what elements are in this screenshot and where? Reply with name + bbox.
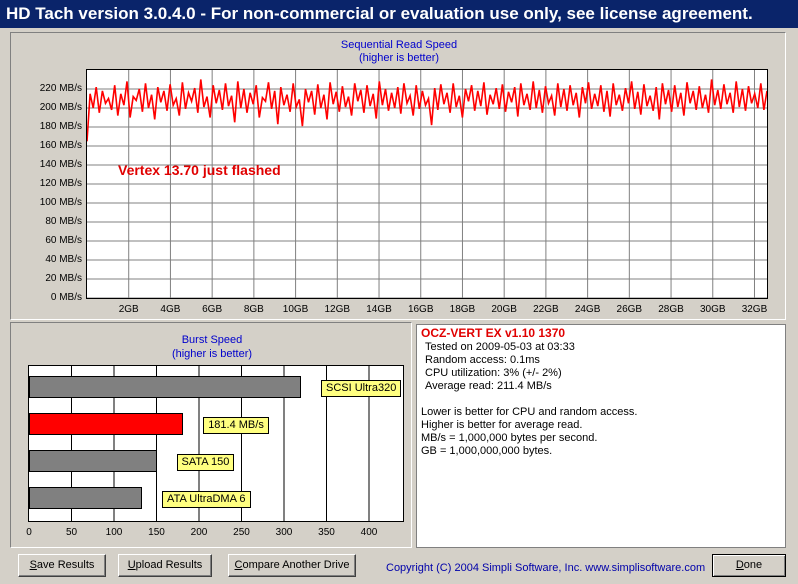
y-tick-label: 60 MB/s [45, 235, 82, 246]
y-tick-label: 140 MB/s [39, 159, 82, 170]
upload-results-button-label: pload Results [135, 559, 203, 571]
y-tick-label: 100 MB/s [39, 197, 82, 208]
read-speed-series-line [86, 79, 768, 142]
burst-x-tick-label: 100 [105, 527, 123, 538]
burst-x-tick-label: 300 [275, 527, 293, 538]
x-tick-label: 12GB [324, 304, 351, 315]
y-tick-label: 220 MB/s [39, 83, 82, 94]
save-results-button[interactable]: Save Results [18, 554, 106, 577]
y-tick-label: 80 MB/s [45, 216, 82, 227]
save-results-button-label: ave Results [36, 559, 95, 571]
y-tick-label: 180 MB/s [39, 121, 82, 132]
burst-bar [29, 413, 184, 435]
burst-bar-label: ATA UltraDMA 6 [162, 491, 251, 508]
upload-results-button[interactable]: Upload Results [118, 554, 212, 577]
compare-drive-button-accel: C [234, 559, 243, 571]
sequential-read-panel: Sequential Read Speed (higher is better) [10, 32, 786, 320]
save-results-button-accel: S [29, 559, 37, 571]
sequential-read-line-chart [86, 70, 768, 299]
sequential-chart-title: Sequential Read Speed [340, 39, 458, 51]
compare-drive-button-label: ompare Another Drive [242, 559, 350, 571]
x-tick-label: 26GB [616, 304, 643, 315]
burst-plot-area: SCSI Ultra320 181.4 MB/s SATA 150 ATA Ultra… [28, 365, 404, 522]
burst-chart-title: Burst Speed [181, 334, 243, 346]
x-tick-label: 24GB [574, 304, 601, 315]
note-line: GB = 1,000,000,000 bytes. [421, 445, 553, 457]
results-info-panel: OCZ-VERT EX v1.10 1370 Tested on 2009-05… [416, 324, 786, 548]
done-button-label: one [743, 559, 763, 571]
x-tick-label: 22GB [533, 304, 559, 315]
x-tick-label: 30GB [699, 304, 726, 315]
compare-drive-button[interactable]: Compare Another Drive [228, 554, 356, 577]
burst-x-tick-label: 50 [65, 527, 78, 538]
burst-x-tick-label: 400 [360, 527, 378, 538]
burst-speed-panel: Burst Speed (higher is better) [10, 322, 412, 548]
burst-bar [29, 376, 301, 398]
x-tick-label: 6GB [202, 304, 223, 315]
burst-chart-subtitle: (higher is better) [171, 348, 253, 360]
burst-x-tick-label: 200 [190, 527, 208, 538]
x-tick-label: 2GB [118, 304, 139, 315]
sequential-chart-subtitle: (higher is better) [358, 52, 440, 64]
burst-x-tick-label: 250 [233, 527, 250, 538]
y-tick-label: 200 MB/s [39, 102, 82, 113]
drive-name: OCZ-VERT EX v1.10 1370 [421, 326, 566, 340]
burst-bar-label: SATA 150 [176, 454, 235, 471]
note-line: MB/s = 1,000,000 bytes per second. [421, 432, 598, 444]
note-line: Lower is better for CPU and random acces… [421, 406, 638, 418]
burst-x-tick-label: 150 [148, 527, 165, 538]
x-tick-label: 18GB [449, 304, 476, 315]
burst-bar [29, 487, 143, 509]
x-tick-label: 8GB [243, 304, 264, 315]
done-button[interactable]: Done [712, 554, 786, 577]
y-tick-label: 120 MB/s [39, 178, 82, 189]
note-line: Higher is better for average read. [421, 419, 583, 431]
average-read: Average read: 211.4 MB/s [425, 380, 552, 392]
y-tick-label: 160 MB/s [39, 140, 82, 151]
burst-bar-label: SCSI Ultra320 [321, 380, 402, 397]
sequential-plot-area: Vertex 13.70 just flashed [86, 69, 768, 299]
x-tick-label: 10GB [282, 304, 309, 315]
test-date: Tested on 2009-05-03 at 03:33 [425, 341, 575, 353]
window-title: HD Tach version 3.0.4.0 - For non-commer… [0, 0, 798, 28]
random-access: Random access: 0.1ms [425, 354, 540, 366]
upload-results-button-accel: U [127, 559, 136, 571]
done-button-accel: D [735, 559, 744, 571]
burst-x-tick-label: 350 [318, 527, 335, 538]
chart-annotation: Vertex 13.70 just flashed [118, 162, 281, 178]
burst-x-tick-label: 0 [26, 527, 32, 538]
y-tick-label: 0 MB/s [50, 292, 82, 303]
y-tick-label: 20 MB/s [45, 273, 82, 284]
x-tick-label: 20GB [491, 304, 517, 315]
burst-bar-label: 181.4 MB/s [203, 417, 269, 434]
x-tick-label: 14GB [366, 304, 392, 315]
x-tick-label: 4GB [160, 304, 181, 315]
burst-bar [29, 450, 157, 472]
x-tick-label: 32GB [741, 304, 768, 315]
cpu-utilization: CPU utilization: 3% (+/- 2%) [425, 367, 562, 379]
x-tick-label: 28GB [658, 304, 684, 315]
y-tick-label: 40 MB/s [45, 254, 82, 265]
copyright-text: Copyright (C) 2004 Simpli Software, Inc.… [386, 562, 706, 574]
x-tick-label: 16GB [407, 304, 434, 315]
